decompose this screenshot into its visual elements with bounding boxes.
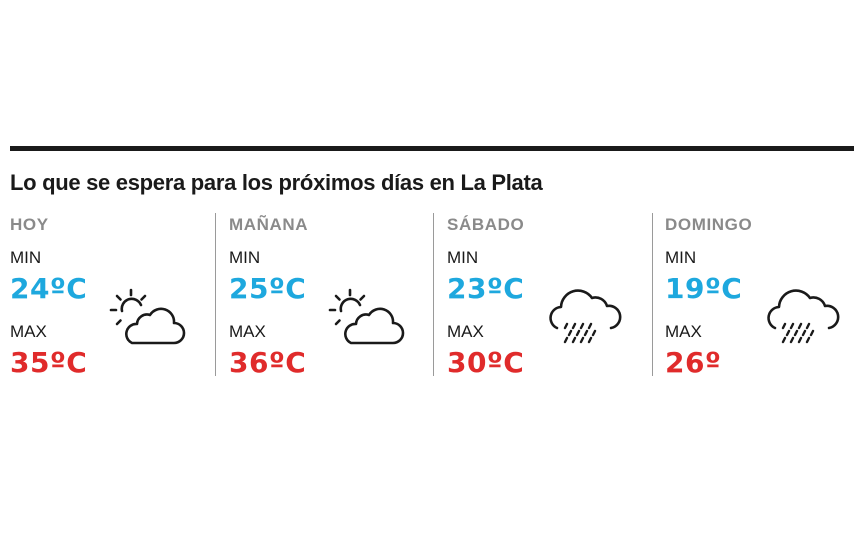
max-temperature: 26º <box>665 346 722 379</box>
rain-cloud-icon <box>767 289 840 344</box>
max-temperature: 30ºC <box>447 346 525 379</box>
max-label: MAX <box>229 322 266 341</box>
min-temperature: 24ºC <box>10 272 88 305</box>
partly-cloudy-icon <box>328 288 405 345</box>
top-rule <box>10 146 854 151</box>
max-label: MAX <box>665 322 702 341</box>
rain-cloud-icon <box>549 289 622 344</box>
min-label: MIN <box>229 248 261 267</box>
forecast-day-manana: MAÑANA MIN 25ºC MAX 36ºC <box>229 212 434 379</box>
column-divider <box>215 213 216 376</box>
headline: Lo que se espera para los próximos días … <box>10 170 543 195</box>
column-divider <box>652 213 653 376</box>
min-temperature: 25ºC <box>229 272 307 305</box>
min-label: MIN <box>447 248 479 267</box>
column-divider <box>433 213 434 376</box>
max-label: MAX <box>447 322 484 341</box>
max-temperature: 35ºC <box>10 346 88 379</box>
day-name: HOY <box>10 215 49 234</box>
max-label: MAX <box>10 322 47 341</box>
forecast-day-hoy: HOY MIN 24ºC MAX 35ºC <box>10 212 215 379</box>
forecast-day-domingo: DOMINGO MIN 19ºC MAX 26º <box>665 212 858 379</box>
day-name: MAÑANA <box>229 215 309 234</box>
min-label: MIN <box>665 248 697 267</box>
min-temperature: 23ºC <box>447 272 525 305</box>
partly-cloudy-icon <box>109 288 186 345</box>
day-name: DOMINGO <box>665 215 753 234</box>
min-temperature: 19ºC <box>665 272 743 305</box>
forecast-day-sabado: SÁBADO MIN 23ºC MAX 30ºC <box>447 212 652 379</box>
day-name: SÁBADO <box>447 215 525 234</box>
min-label: MIN <box>10 248 42 267</box>
max-temperature: 36ºC <box>229 346 307 379</box>
